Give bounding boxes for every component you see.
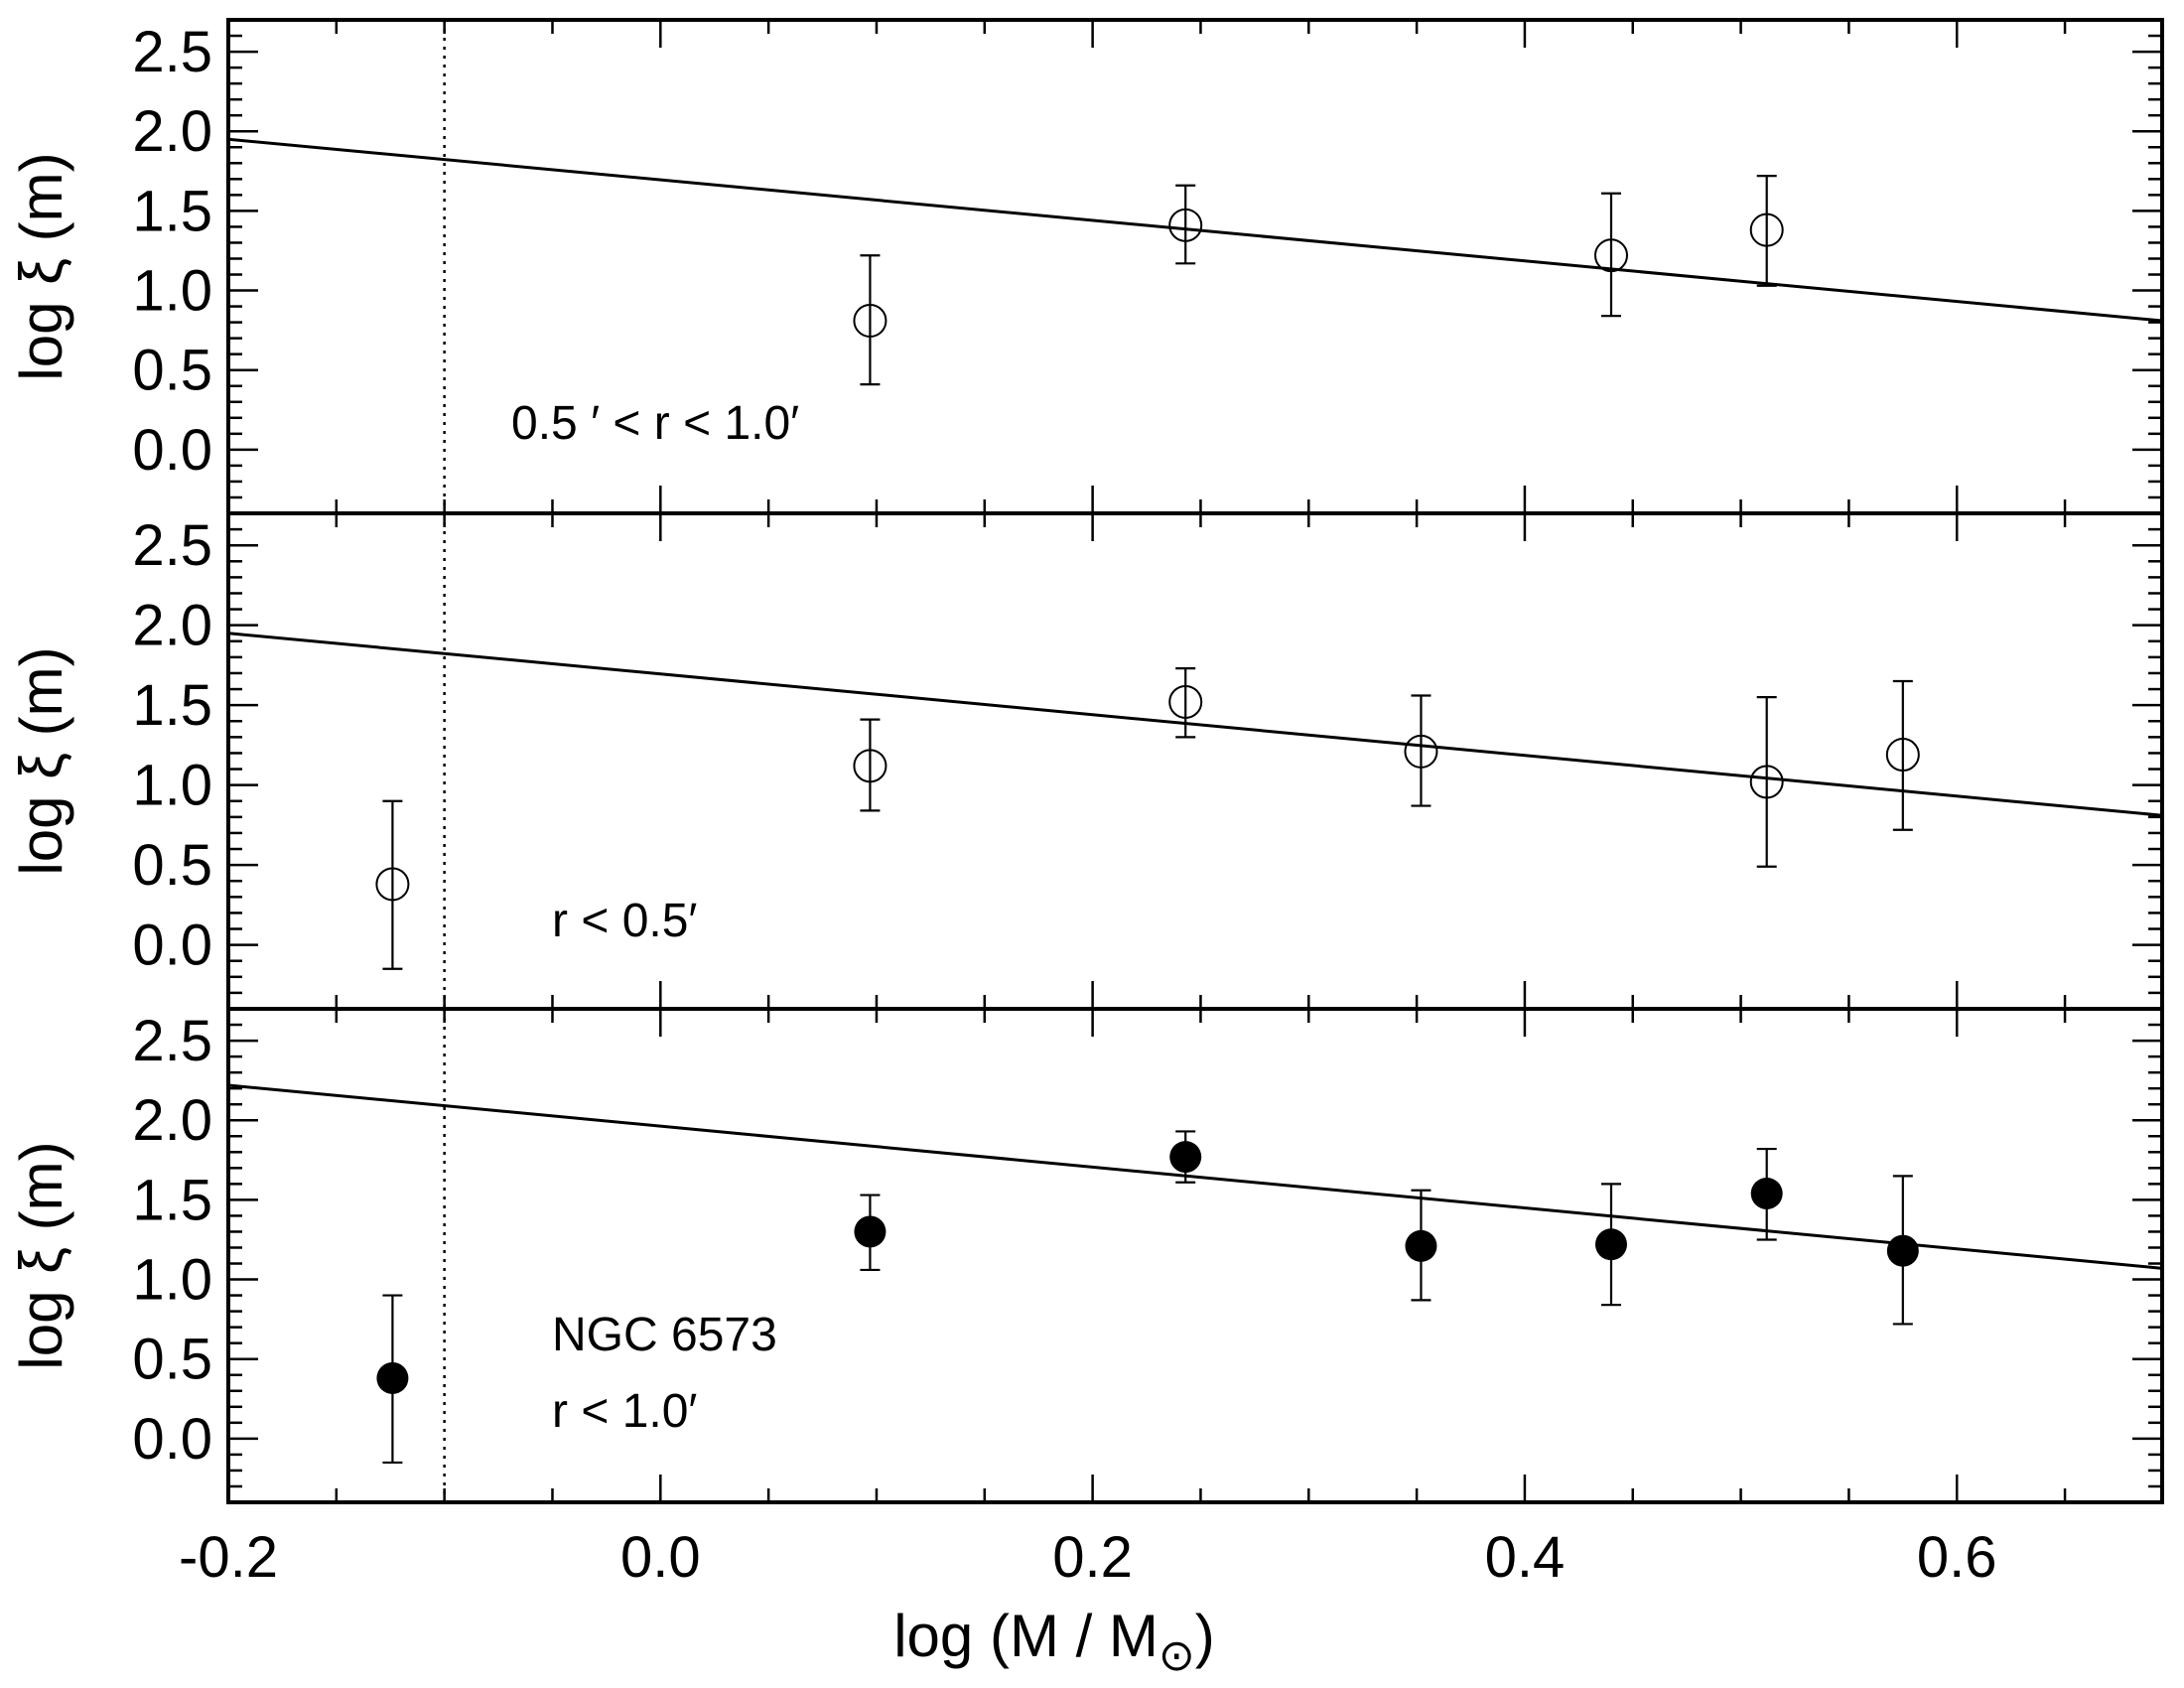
data-point: [1750, 1177, 1783, 1209]
y-axis-title: log ξ (m): [8, 152, 74, 380]
y-tick-label: 2.5: [132, 513, 212, 578]
y-tick-label: 1.0: [132, 259, 212, 324]
x-axis-title-close: ): [1195, 1603, 1215, 1669]
data-point: [1404, 734, 1438, 769]
y-tick-label: 0.5: [132, 339, 212, 403]
y-tick-label: 2.5: [132, 20, 212, 84]
panel-annotation: r < 1.0′: [552, 1385, 697, 1438]
data-point: [375, 867, 410, 902]
panel-annotation: r < 0.5′: [552, 895, 697, 947]
data-point: [1749, 765, 1784, 799]
x-tick-label: -0.2: [179, 1525, 278, 1590]
panel-middle: 0.0 0.5 1.0 1.5 2.0 2.5 r < 0.5′ log ξ (m): [8, 511, 2164, 1011]
y-tick-label: 1.0: [132, 754, 212, 818]
data-point: [1886, 1234, 1919, 1267]
y-tick-label: 0.0: [132, 914, 212, 978]
x-axis-title-subscript: ⊙: [1159, 1631, 1195, 1680]
y-axis-title: log ξ (m): [8, 1141, 74, 1369]
data-point: [1885, 738, 1920, 773]
plot-area: 0.0 0.5 1.0 1.5 2.0 2.5 0.5 ′ < r < 1.0′ log ξ …: [8, 18, 2164, 1590]
x-axis-title: log (M / M⊙): [893, 1603, 1215, 1680]
data-point: [1169, 1141, 1202, 1174]
data-point: [853, 749, 887, 783]
panel-frame: [226, 511, 2164, 1011]
y-tick-label: 1.5: [132, 673, 212, 738]
y-tick-label: 0.5: [132, 1328, 212, 1392]
x-axis-title-main: log (M / M: [893, 1603, 1159, 1669]
y-tick-label: 0.0: [132, 418, 212, 483]
data-point: [1168, 684, 1203, 719]
x-tick-label: 0.0: [620, 1525, 701, 1590]
data-point: [1749, 212, 1784, 247]
data-point: [854, 1215, 887, 1248]
data-point: [1594, 1228, 1627, 1261]
x-tick-label: 0.4: [1485, 1525, 1566, 1590]
y-tick-label: 2.0: [132, 99, 212, 164]
y-tick-label: 1.5: [132, 1168, 212, 1232]
y-tick-label: 2.5: [132, 1009, 212, 1073]
data-point: [376, 1361, 409, 1394]
panel-annotation: NGC 6573: [552, 1309, 777, 1361]
panel-bottom: 0.0 0.5 1.0 1.5 2.0 2.5 NGC 6573 r < 1.0′ log ξ …: [8, 1007, 2164, 1504]
y-tick-label: 2.0: [132, 594, 212, 658]
data-point: [853, 304, 887, 339]
y-tick-label: 1.0: [132, 1248, 212, 1313]
panel-top: 0.0 0.5 1.0 1.5 2.0 2.5 0.5 ′ < r < 1.0′ log ξ …: [8, 18, 2164, 515]
data-point: [1593, 238, 1628, 273]
y-tick-label: 1.5: [132, 179, 212, 243]
fit-line: [228, 1083, 2162, 1270]
y-tick-label: 2.0: [132, 1088, 212, 1153]
panel-frame: [226, 1007, 2164, 1504]
x-tick-label: 0.2: [1052, 1525, 1133, 1590]
x-tick-label: 0.6: [1917, 1525, 1997, 1590]
data-point: [1168, 208, 1203, 242]
fit-line: [228, 137, 2162, 323]
panel-annotation: 0.5 ′ < r < 1.0′: [511, 397, 799, 450]
fit-line: [228, 632, 2162, 817]
y-tick-label: 0.5: [132, 833, 212, 898]
y-axis-title: log ξ (m): [8, 646, 74, 875]
y-tick-label: 0.0: [132, 1407, 212, 1472]
data-point: [1405, 1229, 1437, 1262]
